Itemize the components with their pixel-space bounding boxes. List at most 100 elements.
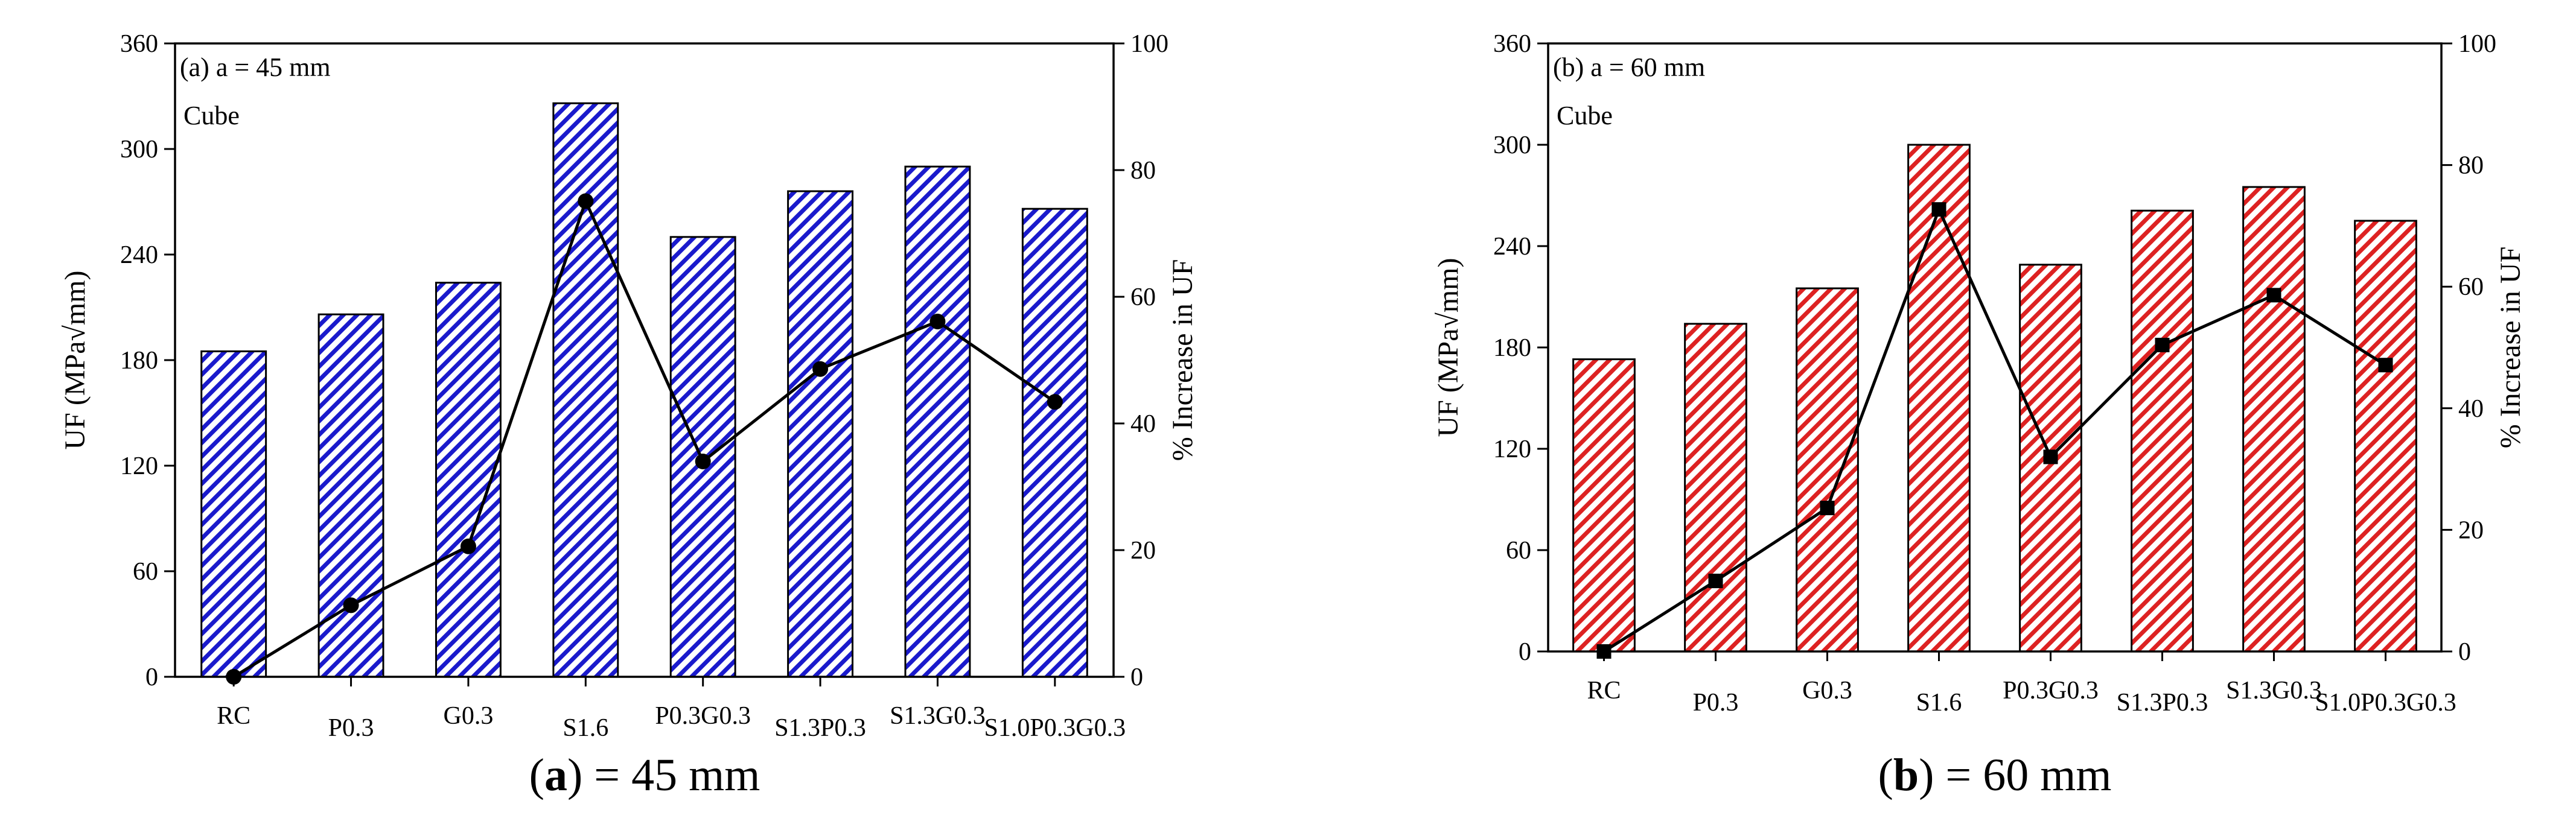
caption-b: (b) = 60 mm	[1878, 750, 2112, 800]
x-tick-label: S1.6	[563, 714, 608, 742]
bar-b-rc	[1572, 358, 1636, 653]
bar-b-g0-3	[1796, 287, 1859, 653]
y-tick-label: 180	[120, 347, 158, 375]
panel-label-a: (a) a = 45 mm	[180, 52, 331, 82]
y-axis-ticks-b: 0 60 120 180 240 300 360	[1493, 30, 1548, 666]
y-tick-label: 0	[1519, 638, 1531, 666]
bar-a-s1-0p0-3g0-3	[1021, 208, 1088, 678]
y-axis-title-a: UF (MPa√mm)	[59, 270, 91, 449]
x-tick-label: P0.3G0.3	[2003, 677, 2099, 705]
bar-a-rc	[200, 350, 267, 678]
y2-tick-label: 40	[1130, 410, 1156, 438]
bar-b-s1-6	[1907, 144, 1971, 653]
x-tick-label: S1.6	[1916, 689, 1962, 717]
caption-a: (a) = 45 mm	[529, 750, 760, 800]
line-marker	[1931, 202, 1946, 217]
bar-a-s1-6	[552, 102, 619, 678]
y-axis-title-b: UF (MPa√mm)	[1432, 258, 1464, 437]
y2-tick-label: 80	[2458, 152, 2484, 180]
x-tick-label: P0.3G0.3	[655, 702, 751, 730]
x-tick-label: S1.3P0.3	[2117, 689, 2208, 717]
bar-b-p0-3	[1684, 323, 1747, 653]
bar-series-a	[200, 102, 1088, 678]
line-marker	[226, 669, 242, 685]
y2-tick-label: 60	[1130, 284, 1156, 311]
x-axis-ticks-b: RC P0.3 G0.3 S1.6 P0.3G0.3 S1.3P0.3 S1.3G0.3S1…	[1587, 651, 2456, 717]
y-tick-label: 120	[1493, 436, 1531, 463]
line-marker	[929, 313, 946, 329]
y2-tick-label: 0	[2458, 638, 2471, 666]
line-marker	[343, 597, 359, 613]
y-tick-label: 60	[1506, 537, 1531, 565]
y-tick-label: 360	[120, 30, 158, 58]
bar-a-s1-3p0-3	[787, 190, 854, 678]
x-axis-ticks-a: RC P0.3 G0.3 S1.6 P0.3G0.3 S1.3P0.3 S1.3G0.3S1…	[217, 677, 1126, 742]
y2-axis-ticks-b: 0 20 40 60 80 100	[2441, 30, 2496, 666]
y2-tick-label: 80	[1130, 157, 1156, 185]
x-tick-label: RC	[1587, 677, 1621, 705]
line-marker	[695, 454, 711, 469]
line-marker	[1820, 501, 1835, 516]
y-tick-label: 60	[133, 558, 158, 586]
plot-border-b	[1547, 42, 2443, 653]
y-tick-label: 360	[1493, 30, 1531, 58]
y-tick-label: 300	[1493, 131, 1531, 159]
plot-border-a	[174, 42, 1115, 678]
x-tick-label: RC	[217, 702, 250, 730]
line-series-a	[226, 193, 1063, 685]
x-tick-label: P0.3	[1693, 689, 1739, 717]
y2-axis-ticks-a: 0 20 40 60 80 100	[1114, 30, 1168, 691]
x-tick-label: G0.3	[444, 702, 494, 730]
line-marker	[578, 193, 594, 209]
y-tick-label: 240	[120, 241, 158, 269]
panel-label-b: (b) a = 60 mm	[1553, 52, 1705, 82]
caption-text-b: = 60 mm	[1934, 750, 2111, 800]
specimen-label-a: Cube	[183, 101, 240, 130]
y2-tick-label: 0	[1130, 664, 1143, 691]
plot-frame-a	[174, 42, 1115, 678]
x-tick-label: G0.3	[1802, 677, 1852, 705]
y-tick-label: 300	[120, 136, 158, 163]
bar-b-s1-3p0-3	[2131, 209, 2194, 653]
bar-b-s1-3g0-3	[2242, 186, 2306, 653]
caption-letter-a: a	[544, 750, 567, 800]
line-marker	[460, 538, 476, 554]
y2-tick-label: 100	[2458, 30, 2496, 58]
y2-tick-label: 40	[2458, 395, 2484, 423]
line-path-b	[1603, 205, 2386, 653]
line-marker	[2043, 449, 2058, 464]
caption-letter-b: b	[1893, 750, 1919, 800]
line-marker	[2266, 288, 2281, 303]
line-path-a	[232, 197, 1056, 679]
y2-tick-label: 20	[2458, 516, 2484, 544]
bar-a-s1-3g0-3	[904, 165, 971, 678]
line-marker	[2155, 337, 2170, 352]
y2-axis-title-a: % Increase in UF	[1167, 259, 1199, 461]
line-marker	[1596, 644, 1612, 659]
bar-series-b	[1572, 144, 2417, 653]
plot-frame-b	[1547, 42, 2443, 653]
line-series-b	[1596, 202, 2393, 659]
y2-tick-label: 20	[1130, 537, 1156, 565]
line-marker	[2378, 358, 2393, 373]
y-tick-label: 120	[120, 452, 158, 480]
y-axis-ticks-a: 0 60 120 180 240 300 360	[120, 30, 175, 691]
x-tick-label: S1.0P0.3G0.3	[2315, 689, 2456, 717]
y2-tick-label: 100	[1130, 30, 1168, 58]
y2-axis-title-b: % Increase in UF	[2495, 247, 2527, 449]
x-tick-label: S1.0P0.3G0.3	[984, 714, 1126, 742]
x-tick-label: P0.3	[328, 714, 374, 742]
x-tick-label: S1.3P0.3	[774, 714, 866, 742]
line-marker	[1047, 394, 1063, 410]
caption-text-a: = 45 mm	[582, 750, 760, 800]
y-tick-label: 0	[145, 664, 158, 691]
specimen-label-b: Cube	[1557, 101, 1613, 130]
y2-tick-label: 60	[2458, 273, 2484, 301]
line-marker	[1708, 574, 1723, 589]
x-tick-label: S1.3G0.3	[2226, 677, 2322, 705]
x-tick-label: S1.3G0.3	[890, 702, 986, 730]
line-marker	[812, 361, 829, 377]
